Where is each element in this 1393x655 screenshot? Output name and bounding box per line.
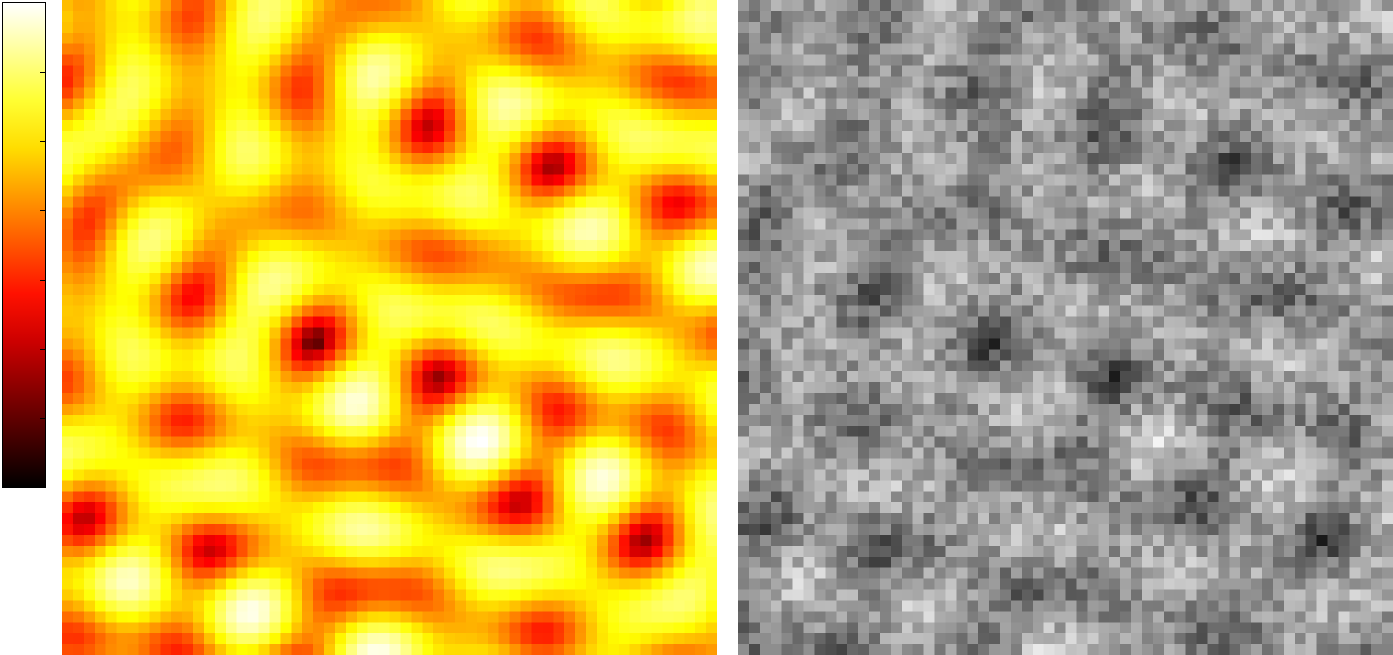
colorbar-tick — [40, 141, 45, 143]
colorbar-tick — [40, 210, 45, 212]
heatmap-measured-grayscale — [738, 0, 1393, 655]
colorbar-tick — [40, 348, 45, 350]
colorbar — [2, 2, 46, 488]
colorbar-tick — [40, 279, 45, 281]
heatmap-simulated — [62, 0, 717, 655]
colorbar-tick — [40, 417, 45, 419]
colorbar-tick — [40, 72, 45, 74]
